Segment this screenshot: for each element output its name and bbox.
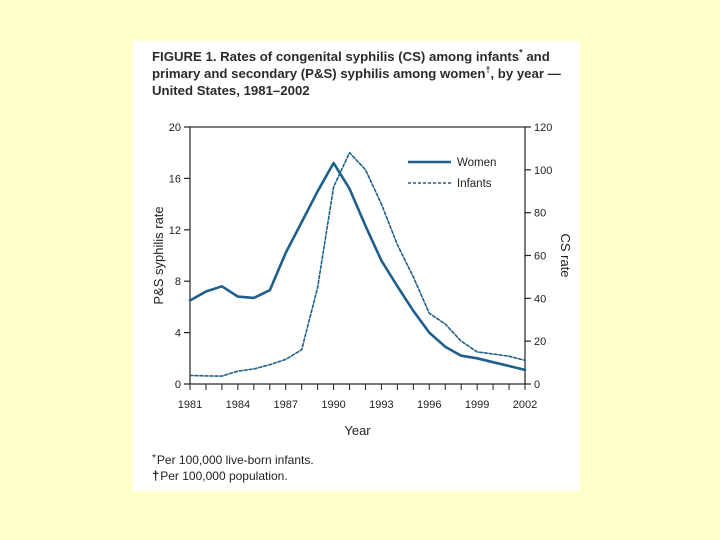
left-y-tick-label: 0 bbox=[175, 379, 181, 391]
title-part1: Rates of congenital syphilis (CS) among … bbox=[220, 49, 520, 64]
left-y-tick-label: 4 bbox=[175, 328, 181, 340]
footnote-2-text: Per 100,000 population. bbox=[160, 469, 288, 483]
title-part4: by year — United States, 1981–2002 bbox=[152, 66, 561, 98]
figure-title: FIGURE 1. Rates of congenital syphilis (… bbox=[152, 48, 577, 99]
footnote-2-mark: † bbox=[152, 468, 160, 483]
footnote-2: †Per 100,000 population. bbox=[152, 468, 552, 484]
left-y-tick-label: 8 bbox=[175, 276, 181, 288]
right-y-tick-label: 0 bbox=[534, 379, 540, 391]
legend-label-infants: Infants bbox=[457, 178, 492, 190]
x-tick-label: 1996 bbox=[417, 399, 441, 411]
title-part2: and primary and secondary (P&S) syphilis… bbox=[152, 49, 550, 81]
footnotes: *Per 100,000 live-born infants. †Per 100… bbox=[152, 453, 552, 483]
footnote-1-mark: * bbox=[152, 453, 156, 464]
left-y-axis-title: P&S syphilis rate bbox=[151, 206, 166, 304]
legend-label-women: Women bbox=[457, 157, 496, 169]
right-y-tick-label: 60 bbox=[534, 251, 546, 263]
x-tick-label: 1990 bbox=[321, 399, 345, 411]
x-axis-title: Year bbox=[344, 423, 371, 438]
x-tick-label: 1984 bbox=[226, 399, 250, 411]
right-y-tick-label: 120 bbox=[534, 122, 552, 134]
figure-label: FIGURE 1. bbox=[152, 49, 217, 64]
title-mark2: † bbox=[485, 64, 491, 75]
title-part3: , bbox=[490, 66, 495, 81]
x-tick-label: 2002 bbox=[513, 399, 537, 411]
right-y-tick-label: 20 bbox=[534, 336, 546, 348]
right-y-axis-title: CS rate bbox=[558, 233, 573, 277]
left-y-tick-label: 20 bbox=[169, 122, 181, 134]
series-line-women bbox=[188, 161, 527, 372]
title-mark1: * bbox=[519, 47, 523, 58]
footnote-1-text: Per 100,000 live-born infants. bbox=[156, 453, 314, 467]
footnote-1: *Per 100,000 live-born infants. bbox=[152, 453, 552, 469]
left-y-tick-label: 16 bbox=[169, 173, 181, 185]
x-tick-label: 1981 bbox=[178, 399, 202, 411]
figure-card: FIGURE 1. Rates of congenital syphilis (… bbox=[133, 41, 580, 491]
x-tick-label: 1999 bbox=[465, 399, 489, 411]
x-tick-label: 1987 bbox=[273, 399, 297, 411]
right-y-tick-label: 100 bbox=[534, 165, 552, 177]
left-y-tick-label: 12 bbox=[169, 225, 181, 237]
right-y-tick-label: 80 bbox=[534, 208, 546, 220]
series-line-infants bbox=[189, 151, 526, 377]
x-tick-label: 1993 bbox=[369, 399, 393, 411]
right-y-tick-label: 40 bbox=[534, 293, 546, 305]
